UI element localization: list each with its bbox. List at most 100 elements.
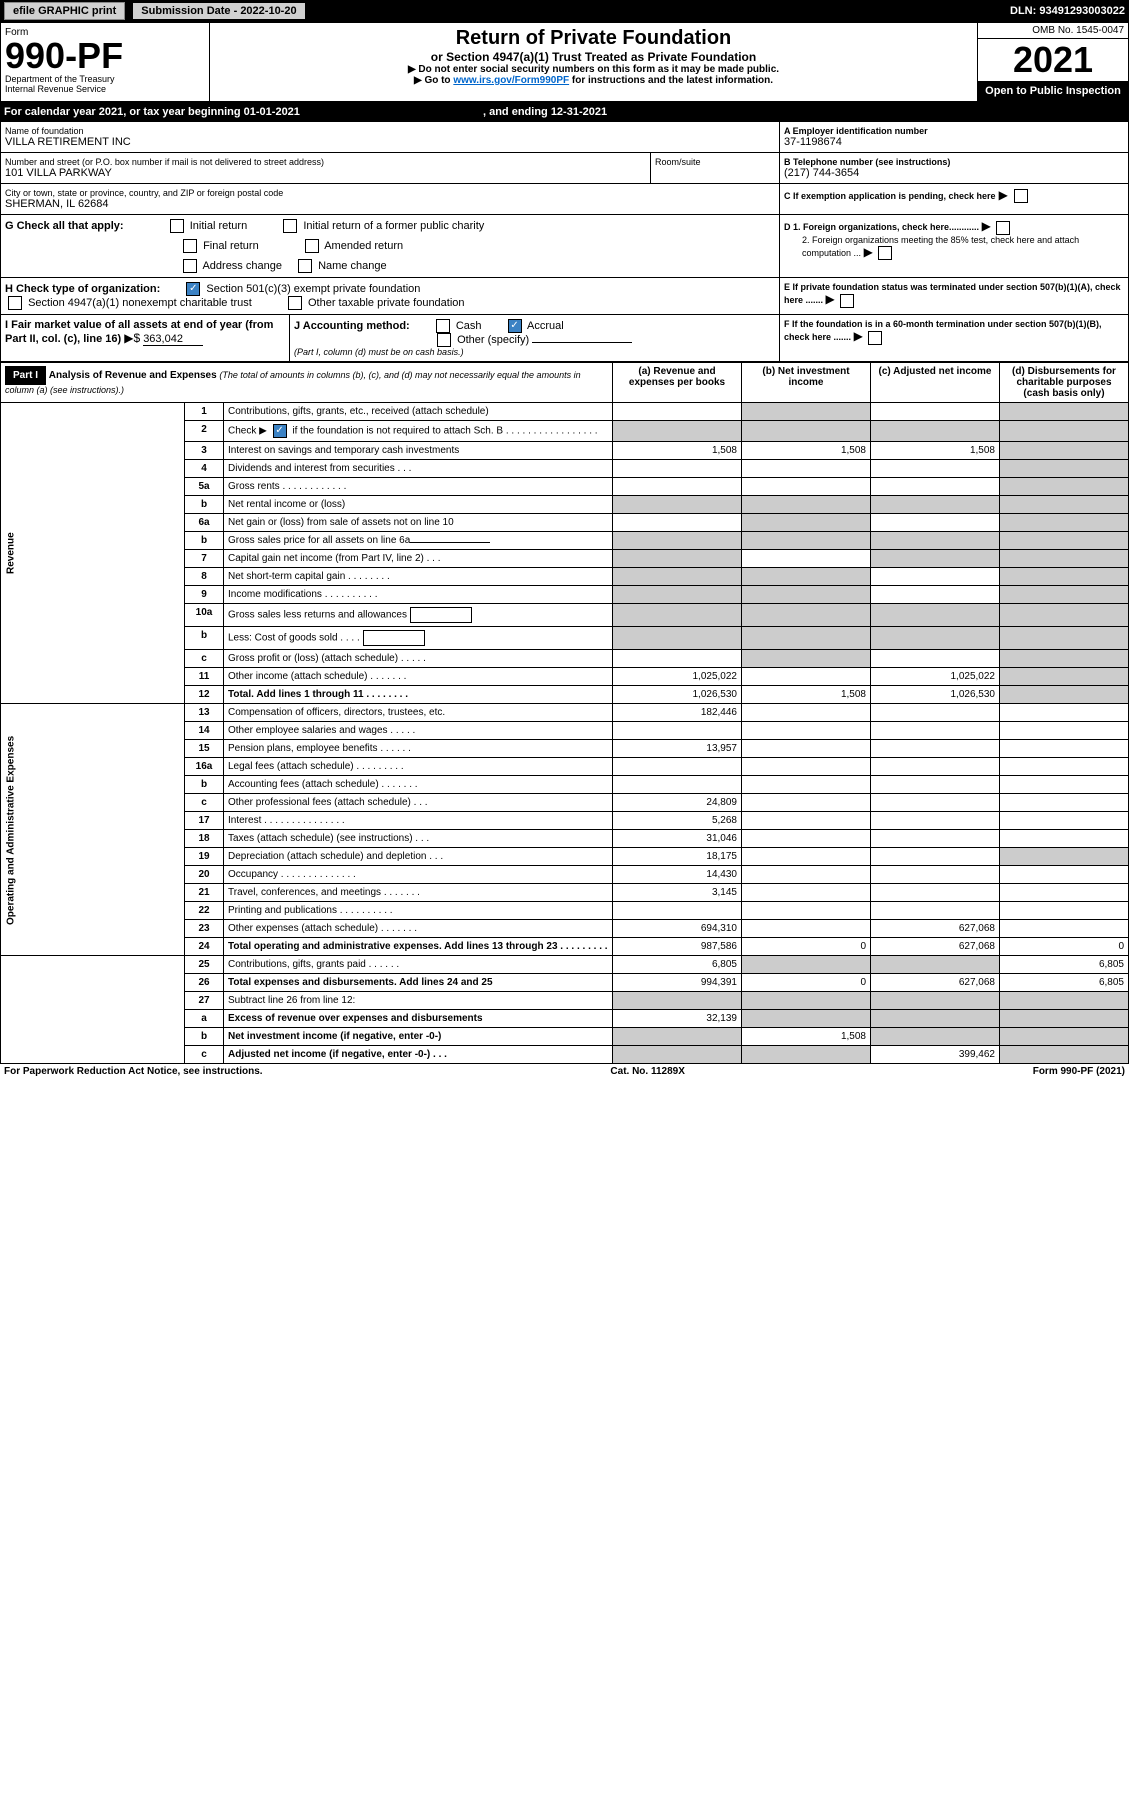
h-501c3: Section 501(c)(3) exempt private foundat…	[206, 283, 420, 295]
irs-link[interactable]: www.irs.gov/Form990PF	[453, 75, 569, 86]
line-27c-c: 399,462	[871, 1046, 1000, 1064]
line-15-a: 13,957	[613, 740, 742, 758]
line-22: Printing and publications . . . . . . . …	[224, 902, 613, 920]
line-3-a: 1,508	[613, 442, 742, 460]
line-5b: Net rental income or (loss)	[224, 496, 613, 514]
line-1: Contributions, gifts, grants, etc., rece…	[224, 403, 613, 421]
j-accrual-cb[interactable]	[508, 319, 522, 333]
line-17: Interest . . . . . . . . . . . . . . .	[224, 812, 613, 830]
g-name-cb[interactable]	[298, 259, 312, 273]
g-initial-cb[interactable]	[170, 219, 184, 233]
h-4947: Section 4947(a)(1) nonexempt charitable …	[28, 297, 252, 309]
j-accrual: Accrual	[527, 320, 564, 332]
c-label: C If exemption application is pending, c…	[784, 191, 996, 201]
line-27c: Adjusted net income (if negative, enter …	[224, 1046, 613, 1064]
form-subtitle: or Section 4947(a)(1) Trust Treated as P…	[214, 50, 973, 64]
f-label: F If the foundation is in a 60-month ter…	[784, 319, 1102, 342]
omb-number: OMB No. 1545-0047	[978, 23, 1128, 39]
line-18-a: 31,046	[613, 830, 742, 848]
line-16b: Accounting fees (attach schedule) . . . …	[224, 776, 613, 794]
line-24-c: 627,068	[871, 938, 1000, 956]
e-cb[interactable]	[840, 294, 854, 308]
g-amended-cb[interactable]	[305, 239, 319, 253]
line-6b: Gross sales price for all assets on line…	[224, 532, 613, 550]
tax-year-begin: For calendar year 2021, or tax year begi…	[4, 106, 300, 118]
ein-value: 37-1198674	[784, 136, 1124, 148]
line-27a: Excess of revenue over expenses and disb…	[224, 1010, 613, 1028]
revenue-label: Revenue	[1, 403, 185, 704]
j-cash: Cash	[456, 320, 482, 332]
line-27b: Net investment income (if negative, ente…	[224, 1028, 613, 1046]
line-25-a: 6,805	[613, 956, 742, 974]
instr-ssn: ▶ Do not enter social security numbers o…	[214, 64, 973, 75]
form-title: Return of Private Foundation	[214, 27, 973, 50]
line-10a: Gross sales less returns and allowances	[224, 604, 613, 627]
line-9: Income modifications . . . . . . . . . .	[224, 586, 613, 604]
g-address-cb[interactable]	[183, 259, 197, 273]
g-amended: Amended return	[324, 240, 403, 252]
d2-cb[interactable]	[878, 246, 892, 260]
ein-label: A Employer identification number	[784, 126, 1124, 136]
line-26-c: 627,068	[871, 974, 1000, 992]
g-address: Address change	[202, 260, 282, 272]
line-26-a: 994,391	[613, 974, 742, 992]
h-4947-cb[interactable]	[8, 296, 22, 310]
col-b-header: (b) Net investment income	[742, 363, 871, 403]
line-13: Compensation of officers, directors, tru…	[224, 704, 613, 722]
name-label: Name of foundation	[5, 126, 775, 136]
arrow-icon: ▶	[999, 188, 1008, 202]
line-24-a: 987,586	[613, 938, 742, 956]
efile-print-button[interactable]: efile GRAPHIC print	[4, 2, 125, 20]
line-26-b: 0	[742, 974, 871, 992]
h-other: Other taxable private foundation	[308, 297, 465, 309]
d1-label: D 1. Foreign organizations, check here..…	[784, 222, 979, 232]
f-cb[interactable]	[868, 331, 882, 345]
footer-left: For Paperwork Reduction Act Notice, see …	[4, 1066, 263, 1077]
line-27b-b: 1,508	[742, 1028, 871, 1046]
analysis-table: Part I Analysis of Revenue and Expenses …	[0, 362, 1129, 1064]
g-name: Name change	[318, 260, 387, 272]
line-25-d: 6,805	[1000, 956, 1129, 974]
line-26: Total expenses and disbursements. Add li…	[224, 974, 613, 992]
footer-right: Form 990-PF (2021)	[1033, 1066, 1125, 1077]
line-20-a: 14,430	[613, 866, 742, 884]
form-header: Form 990-PF Department of the Treasury I…	[0, 22, 1129, 102]
tax-year-end: , and ending 12-31-2021	[483, 106, 607, 118]
g-initial: Initial return	[190, 220, 247, 232]
i-value: 363,042	[143, 333, 203, 346]
h-501c3-cb[interactable]	[186, 282, 200, 296]
line-27a-a: 32,139	[613, 1010, 742, 1028]
line-16c: Other professional fees (attach schedule…	[224, 794, 613, 812]
g-initial-former-cb[interactable]	[283, 219, 297, 233]
col-c-header: (c) Adjusted net income	[871, 363, 1000, 403]
d1-cb[interactable]	[996, 221, 1010, 235]
addr-label: Number and street (or P.O. box number if…	[5, 157, 646, 167]
line-3-c: 1,508	[871, 442, 1000, 460]
c-checkbox[interactable]	[1014, 189, 1028, 203]
line-23: Other expenses (attach schedule) . . . .…	[224, 920, 613, 938]
irs: Internal Revenue Service	[5, 84, 205, 94]
line-21-a: 3,145	[613, 884, 742, 902]
j-cash-cb[interactable]	[436, 319, 450, 333]
line-21: Travel, conferences, and meetings . . . …	[224, 884, 613, 902]
line-12-a: 1,026,530	[613, 686, 742, 704]
foundation-name: VILLA RETIREMENT INC	[5, 136, 775, 148]
h-other-cb[interactable]	[288, 296, 302, 310]
line-19-a: 18,175	[613, 848, 742, 866]
g-final-cb[interactable]	[183, 239, 197, 253]
line-12: Total. Add lines 1 through 11 . . . . . …	[224, 686, 613, 704]
line-24: Total operating and administrative expen…	[224, 938, 613, 956]
col-a-header: (a) Revenue and expenses per books	[613, 363, 742, 403]
room-label: Room/suite	[655, 157, 775, 167]
schb-cb[interactable]	[273, 424, 287, 438]
arrow-icon: ▶	[982, 219, 991, 233]
line-4: Dividends and interest from securities .…	[224, 460, 613, 478]
line-12-b: 1,508	[742, 686, 871, 704]
instr-post: for instructions and the latest informat…	[569, 75, 773, 86]
dln: DLN: 93491293003022	[1010, 5, 1125, 17]
line-23-c: 627,068	[871, 920, 1000, 938]
j-other: Other (specify)	[457, 334, 529, 346]
submission-date: Submission Date - 2022-10-20	[133, 3, 304, 19]
line-11-c: 1,025,022	[871, 668, 1000, 686]
j-other-cb[interactable]	[437, 333, 451, 347]
